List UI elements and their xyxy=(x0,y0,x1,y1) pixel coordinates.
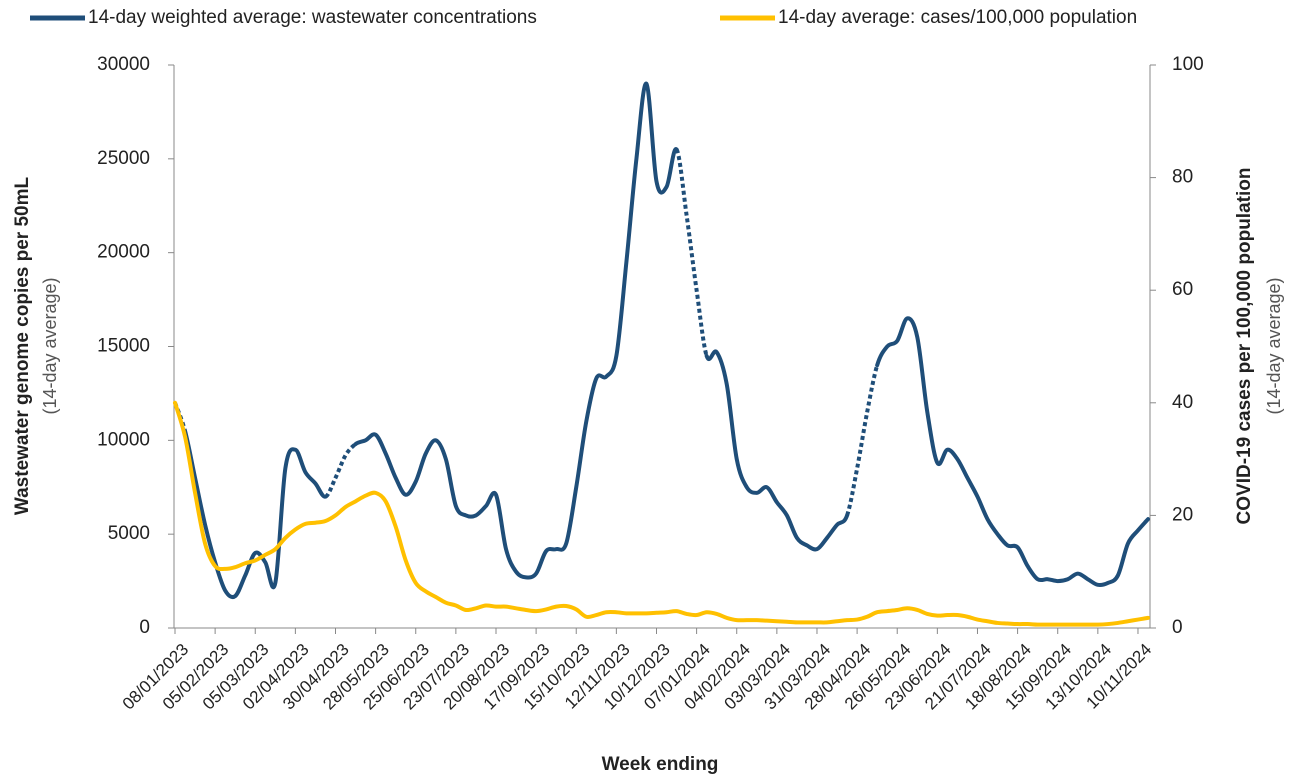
y2-tick-label: 0 xyxy=(1172,617,1183,638)
series-line xyxy=(353,81,679,580)
y2-axis-title: COVID-19 cases per 100,000 population xyxy=(1234,168,1255,525)
series-line xyxy=(173,400,1150,627)
series-line-dotted xyxy=(324,442,357,499)
series-line-dotted xyxy=(845,364,880,517)
y-tick-label: 25000 xyxy=(97,148,150,169)
y2-axis-subtitle: (14-day average) xyxy=(1264,277,1284,414)
legend-label: 14-day average: cases/100,000 population xyxy=(778,7,1137,28)
legend-label: 14-day weighted average: wastewater conc… xyxy=(88,7,537,28)
y-tick-label: 0 xyxy=(139,617,150,638)
y2-tick-label: 80 xyxy=(1172,167,1193,188)
y-axis-title: Wastewater genome copies per 50mL xyxy=(12,176,33,515)
series-line xyxy=(704,349,850,552)
y-tick-label: 20000 xyxy=(97,242,150,263)
y-tick-label: 30000 xyxy=(97,54,150,75)
y-tick-label: 15000 xyxy=(97,336,150,357)
y-tick-label: 5000 xyxy=(108,523,150,544)
x-axis-title: Week ending xyxy=(602,754,719,775)
y-tick-label: 10000 xyxy=(97,429,150,450)
series-line xyxy=(183,428,328,600)
y2-tick-label: 60 xyxy=(1172,279,1193,300)
y2-tick-label: 40 xyxy=(1172,392,1193,413)
y-axis-subtitle: (14-day average) xyxy=(40,277,60,414)
series-line xyxy=(875,316,1150,588)
y2-tick-label: 20 xyxy=(1172,504,1193,525)
series-line-dotted xyxy=(674,148,709,357)
y2-tick-label: 100 xyxy=(1172,54,1204,75)
